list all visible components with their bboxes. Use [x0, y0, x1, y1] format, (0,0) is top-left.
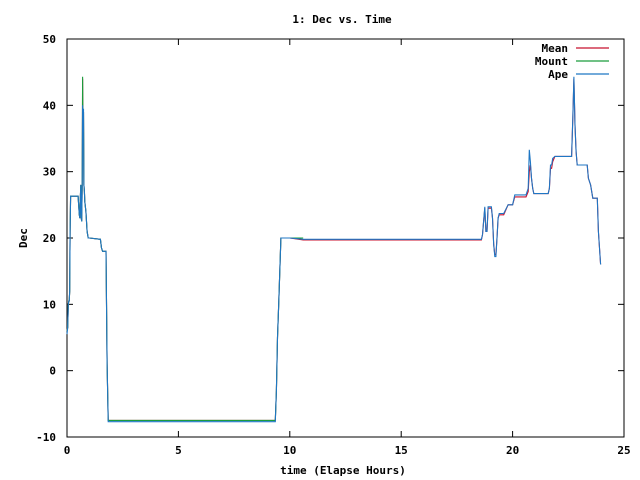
series-lines [66, 76, 602, 423]
legend-label-mount: Mount [535, 55, 568, 68]
axis-ticks [66, 38, 625, 438]
y-tick-label: 30 [43, 166, 56, 179]
series-line-ape [66, 76, 602, 423]
y-tick-label: 10 [43, 298, 56, 311]
x-tick-label: 0 [64, 444, 71, 457]
plot-frame [66, 38, 625, 438]
y-tick-label: 50 [43, 33, 56, 46]
y-tick-label: 40 [43, 99, 56, 112]
legend-label-ape: Ape [548, 68, 568, 81]
x-axis-label: time (Elapse Hours) [280, 464, 406, 477]
y-tick-label: 20 [43, 232, 56, 245]
x-tick-label: 10 [283, 444, 296, 457]
series-line-mount [66, 76, 304, 421]
legend-label-mean: Mean [542, 42, 569, 55]
plot-area: 0 5 10 15 20 25 -10 0 10 20 30 40 50 [36, 33, 631, 457]
axis-tick-labels: 0 5 10 15 20 25 -10 0 10 20 30 40 50 [36, 33, 631, 457]
series-line-mean [66, 78, 602, 421]
chart-title: 1: Dec vs. Time [292, 13, 392, 26]
x-tick-label: 5 [175, 444, 182, 457]
x-tick-label: 25 [617, 444, 630, 457]
y-tick-label: 0 [49, 365, 56, 378]
x-tick-label: 20 [506, 444, 519, 457]
y-tick-label: -10 [36, 431, 56, 444]
y-axis-label: Dec [17, 228, 30, 248]
x-tick-label: 15 [395, 444, 408, 457]
